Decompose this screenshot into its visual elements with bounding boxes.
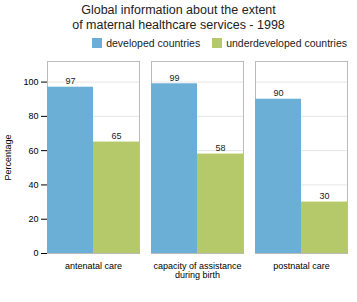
svg-text:58: 58 [215,143,225,153]
svg-text:antenatal care: antenatal care [65,261,122,271]
svg-text:postnatal care: postnatal care [273,261,330,271]
html-text:Global information about the e: Global information about the extent of m… [72,3,285,32]
svg-text:65: 65 [111,131,121,141]
svg-text:60: 60 [28,146,38,156]
svg-text:30: 30 [319,191,329,201]
svg-text:97: 97 [65,76,75,86]
svg-text:20: 20 [28,214,38,224]
svg-text:99: 99 [169,73,179,83]
html-text:underdeveloped countries: underdeveloped countries [226,37,347,49]
html-text:developed countries: developed countries [106,37,201,49]
svg-text:80: 80 [28,111,38,121]
svg-text:90: 90 [273,88,283,98]
svg-text:100: 100 [23,77,38,87]
svg-text:Percentage: Percentage [3,134,13,180]
svg-text:0: 0 [33,248,38,258]
svg-text:40: 40 [28,180,38,190]
svg-text:capacity of assistanceduring b: capacity of assistanceduring birth [153,261,241,280]
